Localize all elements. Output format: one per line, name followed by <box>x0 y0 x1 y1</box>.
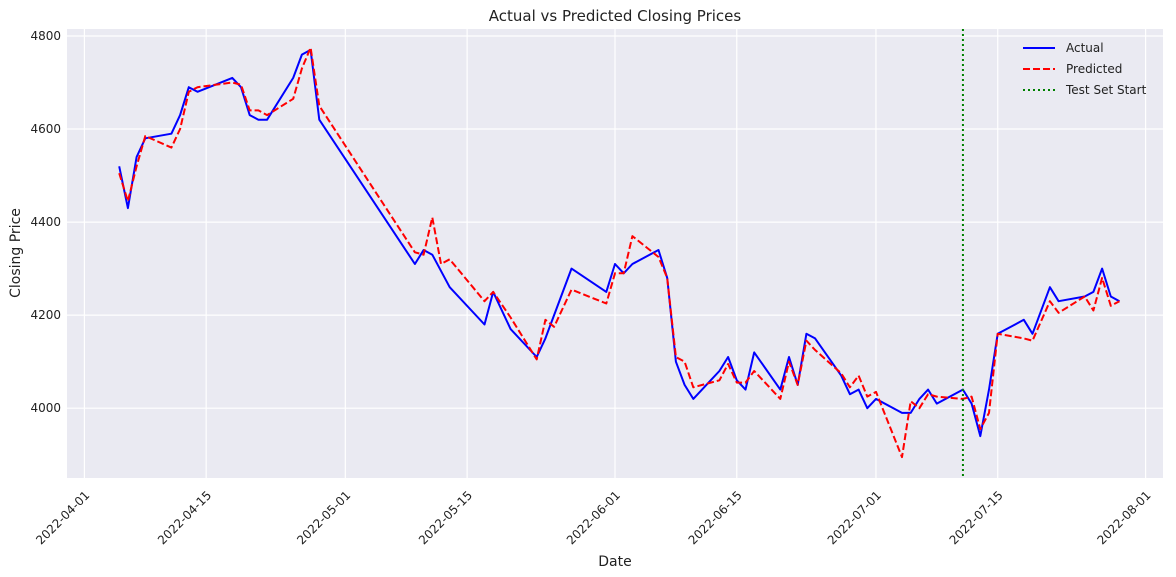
x-tick-label: 2022-05-15 <box>416 488 475 547</box>
series-line-actual <box>118 48 1120 438</box>
x-tick-label: 2022-04-01 <box>33 488 92 547</box>
y-tick-label: 4800 <box>30 29 61 43</box>
chart-title: Actual vs Predicted Closing Prices <box>489 7 742 25</box>
x-axis-label: Date <box>598 554 631 570</box>
x-tick-label: 2022-08-01 <box>1094 488 1153 547</box>
legend-label-predicted: Predicted <box>1066 62 1122 76</box>
x-tick-label: 2022-06-01 <box>564 488 623 547</box>
y-tick-label: 4400 <box>30 215 61 229</box>
y-tick-label: 4200 <box>30 308 61 322</box>
y-tick-label: 4000 <box>30 401 61 415</box>
x-tick-label: 2022-06-15 <box>686 488 745 547</box>
legend: Actual Predicted Test Set Start <box>1023 41 1147 97</box>
x-tick-labels: 2022-04-01 2022-04-15 2022-05-01 2022-05-15… <box>33 488 1153 547</box>
x-tick-label: 2022-07-15 <box>947 488 1006 547</box>
x-tick-label: 2022-07-01 <box>825 488 884 547</box>
series-layer <box>118 29 1120 478</box>
y-tick-labels: 4000 4200 4400 4600 4800 <box>30 29 61 415</box>
y-tick-label: 4600 <box>30 122 61 136</box>
y-axis-label: Closing Price <box>8 208 24 298</box>
legend-label-actual: Actual <box>1066 41 1104 55</box>
x-tick-label: 2022-04-15 <box>155 488 214 547</box>
legend-label-test-start: Test Set Start <box>1065 83 1147 97</box>
grid-lines <box>67 29 1163 478</box>
series-line-predicted <box>118 46 1120 459</box>
x-tick-label: 2022-05-01 <box>294 488 353 547</box>
